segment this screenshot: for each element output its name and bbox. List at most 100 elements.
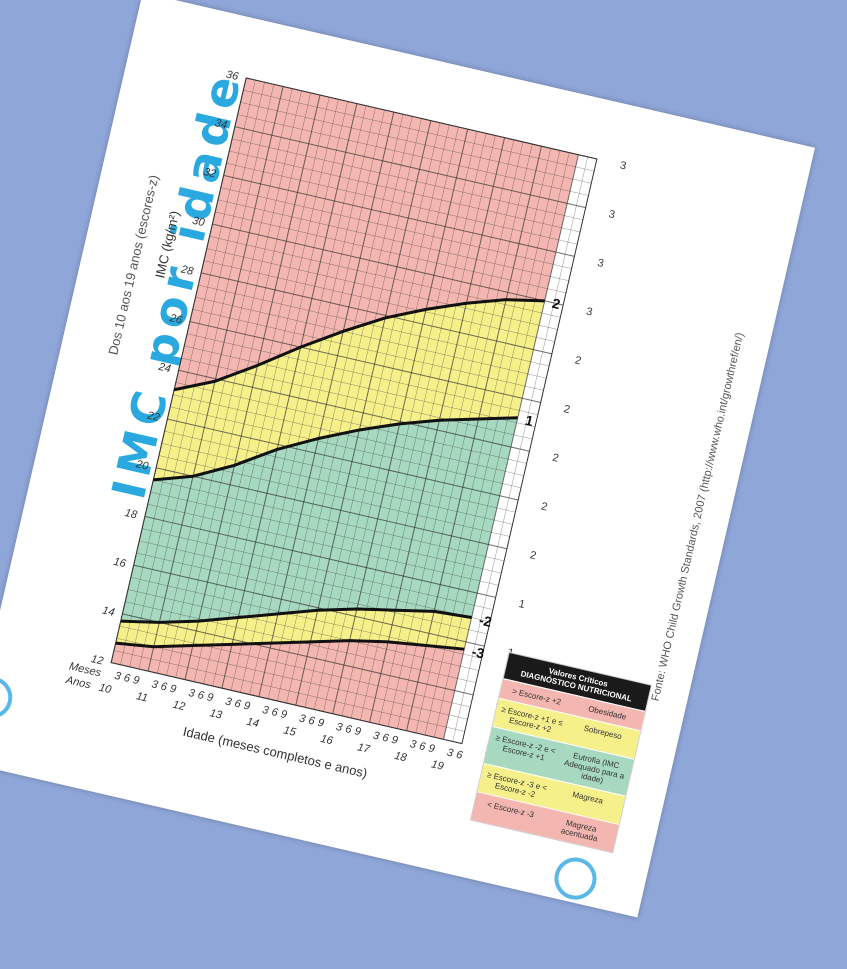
y-tick-label-right: 20 [529,549,544,563]
logo-icon [0,672,17,723]
x-row-label: Anos [64,674,93,692]
grid-line-v [120,80,256,665]
grid-line-v [434,152,570,738]
y-tick-label-right: 26 [562,403,577,417]
x-month-label: 9 [390,734,399,747]
grid-line-v [415,148,551,733]
grid-line-v [332,129,469,714]
source-note: Fonte: WHO Child Growth Standards, 2007 … [649,331,747,703]
grid-line-v [350,133,487,719]
y-tick-label: 26 [168,312,184,327]
zscore-curve-zm3 [115,639,465,651]
grid-line-v [230,105,367,691]
y-tick-label: 30 [191,215,206,230]
grid-line-v [138,84,274,670]
grid-line-v [323,126,459,712]
grid-line-v [378,139,514,725]
x-month-label: 9 [280,708,289,721]
x-month-label: 6 [123,672,133,685]
grid-line-v [286,118,422,704]
grid-line-v [295,120,432,706]
grid-line-v [203,99,339,684]
x-month-label: 6 [270,706,280,719]
grid-line-v [194,97,330,682]
y-tick-label: 28 [179,263,195,278]
x-year-label: 18 [393,750,408,765]
grid-line-v [147,86,284,672]
grid-line-v [175,92,311,678]
y-axis-label: IMC (kg/m²) [152,209,182,279]
y-tick-label: 22 [145,409,161,424]
x-month-label: 6 [233,698,243,711]
x-month-label: 6 [418,740,428,753]
grid-line-v [277,116,413,701]
y-tick-label: 24 [156,361,172,376]
y-tick-label: 12 [90,653,105,667]
x-month-label: 3 [150,678,160,691]
zscore-label: 1 [524,412,535,429]
grid-line-v [442,154,579,740]
zscore-curve-z1 [153,416,518,482]
x-month-label: 3 [372,730,382,743]
x-year-label: 17 [356,741,371,756]
x-month-label: 3 [224,695,234,708]
x-year-label: 10 [98,682,113,697]
x-month-label: 6 [381,732,391,745]
x-month-label: 6 [307,715,317,728]
grid-line-v [240,107,376,693]
x-month-label: 3 [446,747,456,760]
x-month-label: 9 [206,691,215,704]
grid-line-v [267,114,404,699]
bmi-chart: 2 1 -2 -3 12 12 14 14 16 16 18 18 20 20 22 22 24 24 26 26 28… [64,69,634,781]
grid-line-v [157,88,293,674]
x-month-label: 6 [455,749,465,762]
x-year-label: 13 [209,707,224,722]
grid-line-v [129,82,265,667]
grid-line-v [406,146,543,731]
zone-band [111,640,465,740]
x-month-label: 3 [298,713,308,726]
x-year-label: 12 [172,699,187,713]
grid-line-v [212,101,348,687]
zscore-label: -2 [478,612,494,630]
zone-band [115,608,472,650]
grid-line-v [249,109,385,695]
grid-line-v [166,90,302,676]
grid-line-v [387,141,524,727]
y-tick-label-right: 32 [596,257,611,271]
zscore-label: -3 [470,643,486,661]
x-year-label: 11 [135,690,149,704]
y-tick-label: 36 [225,69,240,84]
plot-frame [110,77,598,745]
x-year-label: 16 [319,733,334,748]
zscore-curve-z2 [173,298,545,392]
y-tick-label-right: 36 [619,159,634,173]
grid-line-v [184,94,321,680]
x-month-label: 6 [196,689,206,702]
x-month-label: 9 [132,674,141,687]
x-month-label: 9 [316,717,325,730]
grid-line-v [424,150,561,736]
grid-line-v [369,137,506,723]
x-month-label: 6 [344,723,354,736]
x-year-label: 19 [430,758,445,772]
y-tick-label: 16 [112,556,127,571]
x-month-label: 3 [187,687,197,700]
y-tick-label: 32 [202,166,217,180]
x-month-label: 9 [243,700,252,713]
x-month-label: 6 [160,681,170,694]
x-year-label: 15 [282,724,297,739]
zscore-label: 2 [551,295,562,312]
grid-line-v [314,124,450,710]
y-tick-label: 14 [101,604,116,618]
y-tick-label-right: 18 [517,598,532,612]
y-tick-label-right: 24 [551,452,566,466]
x-month-label: 3 [409,738,419,751]
y-tick-label: 34 [214,117,229,131]
x-month-label: 9 [427,742,436,755]
x-month-label: 3 [261,704,271,717]
zone-band [174,77,579,390]
y-tick-label-right: 34 [607,208,622,222]
x-month-label: 3 [335,721,345,734]
grid-line-v [452,156,588,742]
